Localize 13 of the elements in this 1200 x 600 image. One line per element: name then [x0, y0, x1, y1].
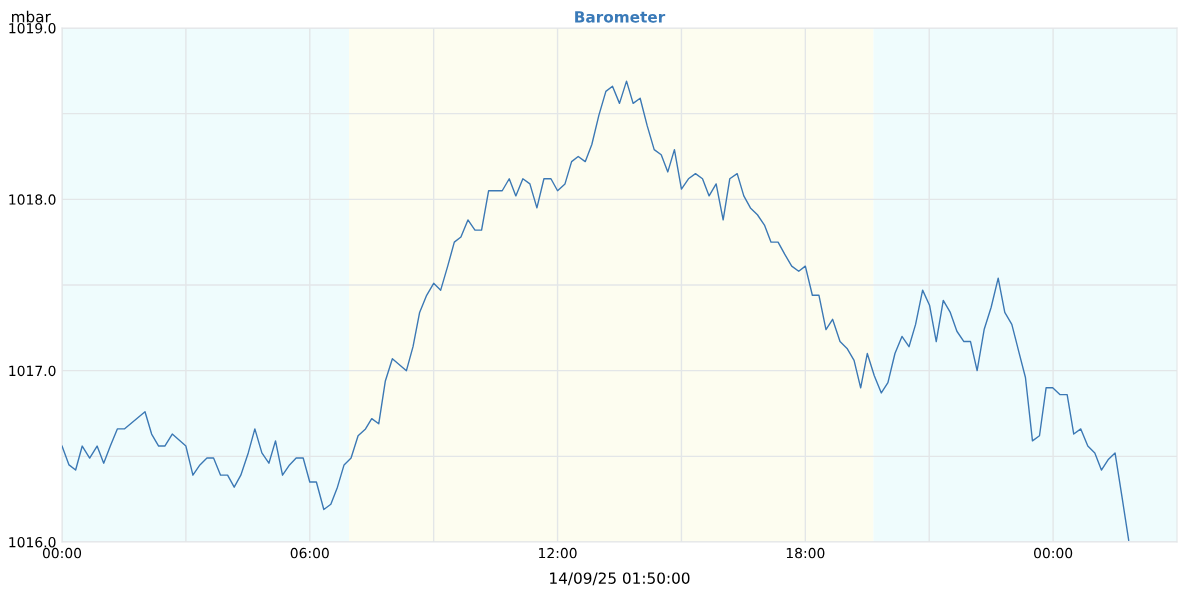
x-tick-label: 12:00	[539, 547, 577, 559]
x-tick-label: 18:00	[786, 547, 825, 559]
y-tick-label: 1017.0	[9, 365, 56, 377]
x-tick-label: 00:00	[42, 547, 82, 559]
y-tick-label: 1019.0	[9, 22, 56, 34]
chart-title: Barometer	[575, 11, 666, 23]
x-axis-title: 14/09/25 01:50:00	[550, 572, 690, 586]
x-tick-label: 00:00	[1034, 547, 1073, 559]
y-tick-label: 1016.0	[9, 536, 56, 548]
y-tick-label: 1018.0	[9, 194, 56, 205]
x-tick-label: 06:00	[290, 547, 329, 559]
line-series	[62, 80, 1130, 541]
y-axis-title: mbar	[12, 10, 51, 23]
